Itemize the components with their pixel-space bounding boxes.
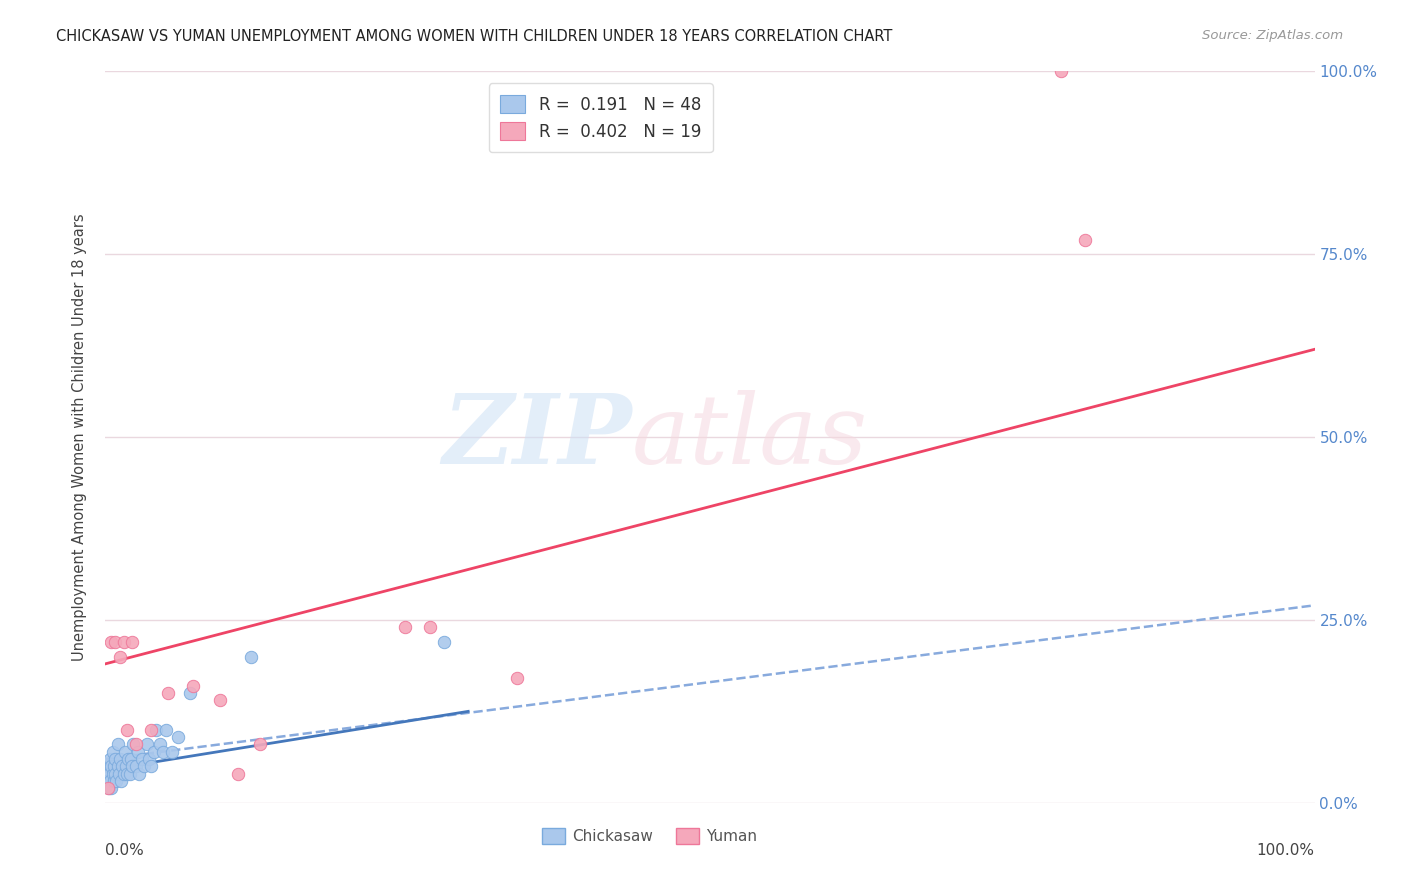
Text: CHICKASAW VS YUMAN UNEMPLOYMENT AMONG WOMEN WITH CHILDREN UNDER 18 YEARS CORRELA: CHICKASAW VS YUMAN UNEMPLOYMENT AMONG WO…: [56, 29, 893, 44]
Point: [110, 773, 132, 788]
Point: [152, 745, 174, 759]
Point: [433, 635, 456, 649]
Point: [394, 620, 416, 634]
Point: [100, 759, 122, 773]
Point: [103, 759, 125, 773]
Point: [118, 766, 141, 780]
Point: [97, 781, 120, 796]
Point: [167, 730, 190, 744]
Point: [124, 759, 148, 773]
Point: [115, 759, 138, 773]
Point: [128, 766, 150, 780]
Point: [121, 635, 143, 649]
Point: [141, 723, 163, 737]
Point: [160, 745, 183, 759]
Point: [115, 766, 138, 780]
Point: [505, 672, 527, 686]
Point: [124, 737, 148, 751]
Point: [122, 737, 145, 751]
Point: [121, 759, 143, 773]
Point: [112, 766, 135, 780]
Point: [1074, 233, 1097, 247]
Point: [228, 766, 250, 780]
Point: [1049, 64, 1071, 78]
Point: [108, 752, 131, 766]
Point: [127, 745, 149, 759]
Point: [120, 752, 142, 766]
Point: [157, 686, 180, 700]
Y-axis label: Unemployment Among Women with Children Under 18 years: Unemployment Among Women with Children U…: [72, 213, 87, 661]
Point: [104, 766, 127, 780]
Text: ZIP: ZIP: [441, 390, 631, 484]
Point: [145, 723, 167, 737]
Point: [100, 781, 122, 796]
Point: [97, 759, 120, 773]
Point: [107, 759, 129, 773]
Point: [239, 649, 262, 664]
Point: [117, 752, 139, 766]
Point: [101, 745, 124, 759]
Point: [418, 620, 440, 634]
Point: [131, 752, 153, 766]
Point: [111, 759, 134, 773]
Point: [98, 781, 121, 796]
Point: [149, 737, 172, 751]
Legend: Chickasaw, Yuman: Chickasaw, Yuman: [536, 822, 763, 850]
Text: 0.0%: 0.0%: [105, 843, 145, 858]
Point: [138, 752, 160, 766]
Text: Source: ZipAtlas.com: Source: ZipAtlas.com: [1202, 29, 1343, 42]
Point: [155, 723, 177, 737]
Point: [108, 649, 131, 664]
Point: [104, 635, 127, 649]
Point: [134, 759, 156, 773]
Point: [141, 759, 163, 773]
Point: [98, 773, 121, 788]
Point: [112, 635, 135, 649]
Point: [100, 635, 122, 649]
Point: [107, 737, 129, 751]
Text: 100.0%: 100.0%: [1257, 843, 1315, 858]
Point: [209, 693, 232, 707]
Point: [249, 737, 271, 751]
Point: [105, 773, 128, 788]
Text: atlas: atlas: [631, 390, 868, 484]
Point: [96, 773, 118, 788]
Point: [142, 745, 165, 759]
Point: [104, 752, 127, 766]
Point: [98, 766, 121, 780]
Point: [181, 679, 204, 693]
Point: [98, 752, 121, 766]
Point: [179, 686, 201, 700]
Point: [107, 766, 129, 780]
Point: [114, 745, 136, 759]
Point: [135, 737, 157, 751]
Point: [103, 773, 125, 788]
Point: [101, 766, 124, 780]
Point: [115, 723, 138, 737]
